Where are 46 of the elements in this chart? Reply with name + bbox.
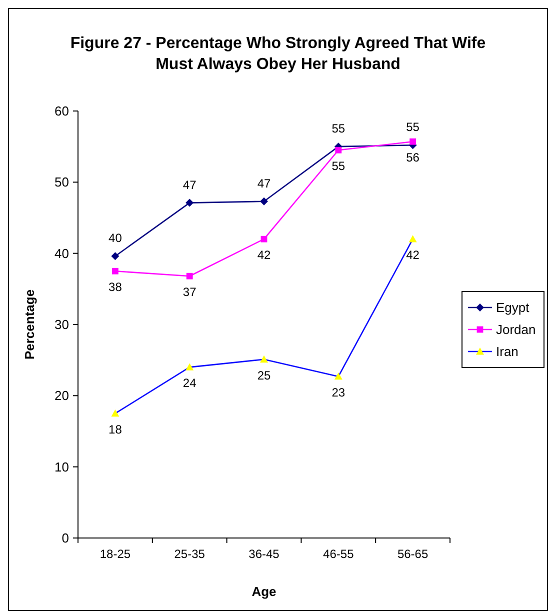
data-label: 55 [332, 122, 346, 136]
y-tick-label: 50 [54, 174, 69, 190]
data-label: 55 [332, 159, 346, 174]
y-tick-label: 0 [62, 530, 69, 546]
y-tick-label: 30 [54, 317, 69, 332]
point [335, 146, 342, 154]
y-tick-label: 40 [54, 246, 69, 261]
point [186, 363, 194, 370]
point [260, 197, 268, 206]
point [408, 235, 417, 242]
x-axis-title: Age [252, 584, 276, 599]
point [186, 198, 194, 207]
data-label: 47 [182, 178, 197, 192]
point [111, 252, 120, 260]
data-label: 37 [182, 285, 197, 300]
data-label: 56 [406, 150, 420, 165]
data-label: 23 [332, 385, 346, 400]
point [260, 236, 268, 242]
x-tick-label: 36-45 [248, 547, 280, 561]
chart-title: Figure 27 - Percentage Who Strongly Agreed That Wife Must Always Obey Her Husband [70, 35, 486, 73]
data-label: 18 [108, 422, 122, 436]
y-axis-title: Percentage [22, 289, 37, 360]
x-tick-label: 25-35 [174, 547, 206, 561]
data-label: 42 [257, 248, 271, 262]
legend-label: Iran [496, 344, 518, 360]
data-label: 47 [257, 176, 271, 190]
point [186, 272, 193, 280]
legend-label: Jordan [496, 322, 536, 338]
point [334, 372, 342, 380]
y-tick-label: 10 [54, 459, 69, 474]
legend-label: Egypt [496, 300, 530, 316]
point [112, 268, 118, 274]
point [111, 409, 120, 417]
data-label: 24 [182, 376, 197, 390]
data-label: 42 [406, 248, 420, 262]
x-tick-label: 56-65 [397, 547, 428, 561]
data-label: 55 [406, 120, 420, 134]
data-label: 25 [257, 368, 271, 382]
x-tick-label: 18-25 [100, 547, 131, 561]
data-label: 38 [108, 280, 122, 294]
point [260, 355, 268, 363]
data-label: 40 [108, 231, 122, 246]
y-tick-label: 20 [54, 388, 69, 404]
x-tick-label: 46-55 [323, 547, 354, 561]
y-tick-label: 60 [54, 104, 69, 119]
point [410, 138, 416, 145]
